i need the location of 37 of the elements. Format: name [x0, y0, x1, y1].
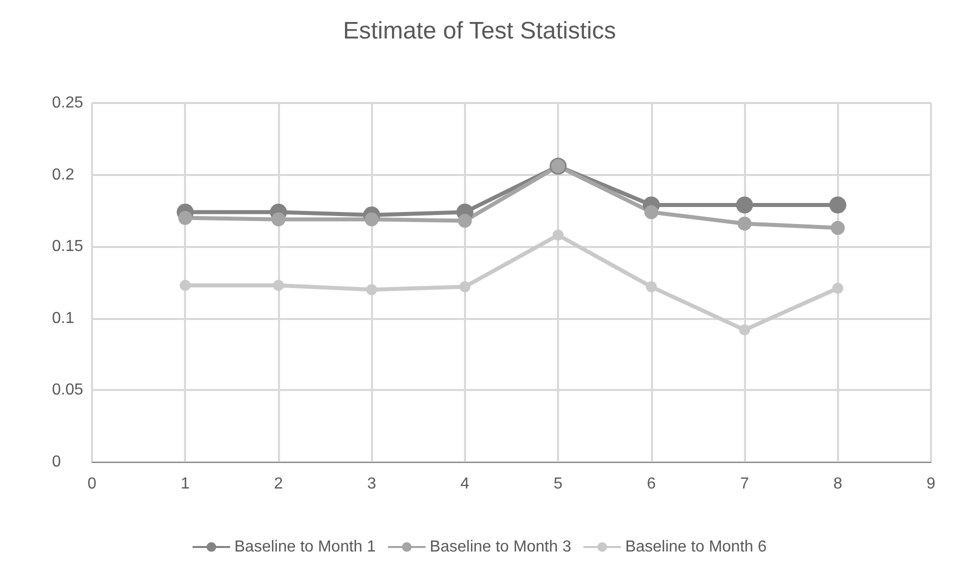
point — [552, 230, 564, 241]
x-tick-label: 0 — [88, 476, 97, 492]
y-tick-label: 0.2 — [52, 166, 74, 184]
legend-label: Baseline to Month 6 — [625, 538, 767, 556]
point — [178, 210, 192, 225]
legend-label: Baseline to Month 1 — [234, 538, 376, 556]
x-tick-label: 2 — [274, 476, 283, 492]
y-tick-label: 0.15 — [52, 238, 84, 256]
point — [272, 280, 284, 291]
point — [458, 214, 472, 228]
point — [736, 196, 754, 214]
point — [830, 220, 845, 235]
point — [829, 196, 846, 214]
x-tick-label: 9 — [926, 476, 936, 492]
point — [271, 212, 286, 226]
x-tick-label: 5 — [554, 476, 563, 492]
chart-title: Estimate of Test Statistics — [343, 18, 616, 44]
y-tick-label: 0 — [52, 454, 61, 470]
point — [459, 281, 470, 292]
point — [832, 282, 844, 294]
x-tick-label: 7 — [740, 476, 750, 492]
point — [366, 284, 378, 296]
x-tick-label: 4 — [460, 476, 470, 492]
x-tick-label: 1 — [180, 476, 190, 492]
x-tick-label: 3 — [367, 476, 376, 492]
x-tick-label: 6 — [646, 476, 656, 492]
point — [364, 212, 379, 226]
legend-label: Baseline to Month 3 — [430, 538, 572, 556]
point — [180, 280, 191, 291]
point — [739, 324, 750, 336]
point — [738, 216, 752, 231]
point — [644, 205, 658, 220]
y-tick-label: 0.25 — [52, 94, 84, 112]
y-tick-label: 0.1 — [52, 310, 74, 327]
point — [646, 281, 657, 292]
x-tick-label: 8 — [833, 476, 842, 492]
y-tick-label: 0.05 — [52, 382, 84, 399]
